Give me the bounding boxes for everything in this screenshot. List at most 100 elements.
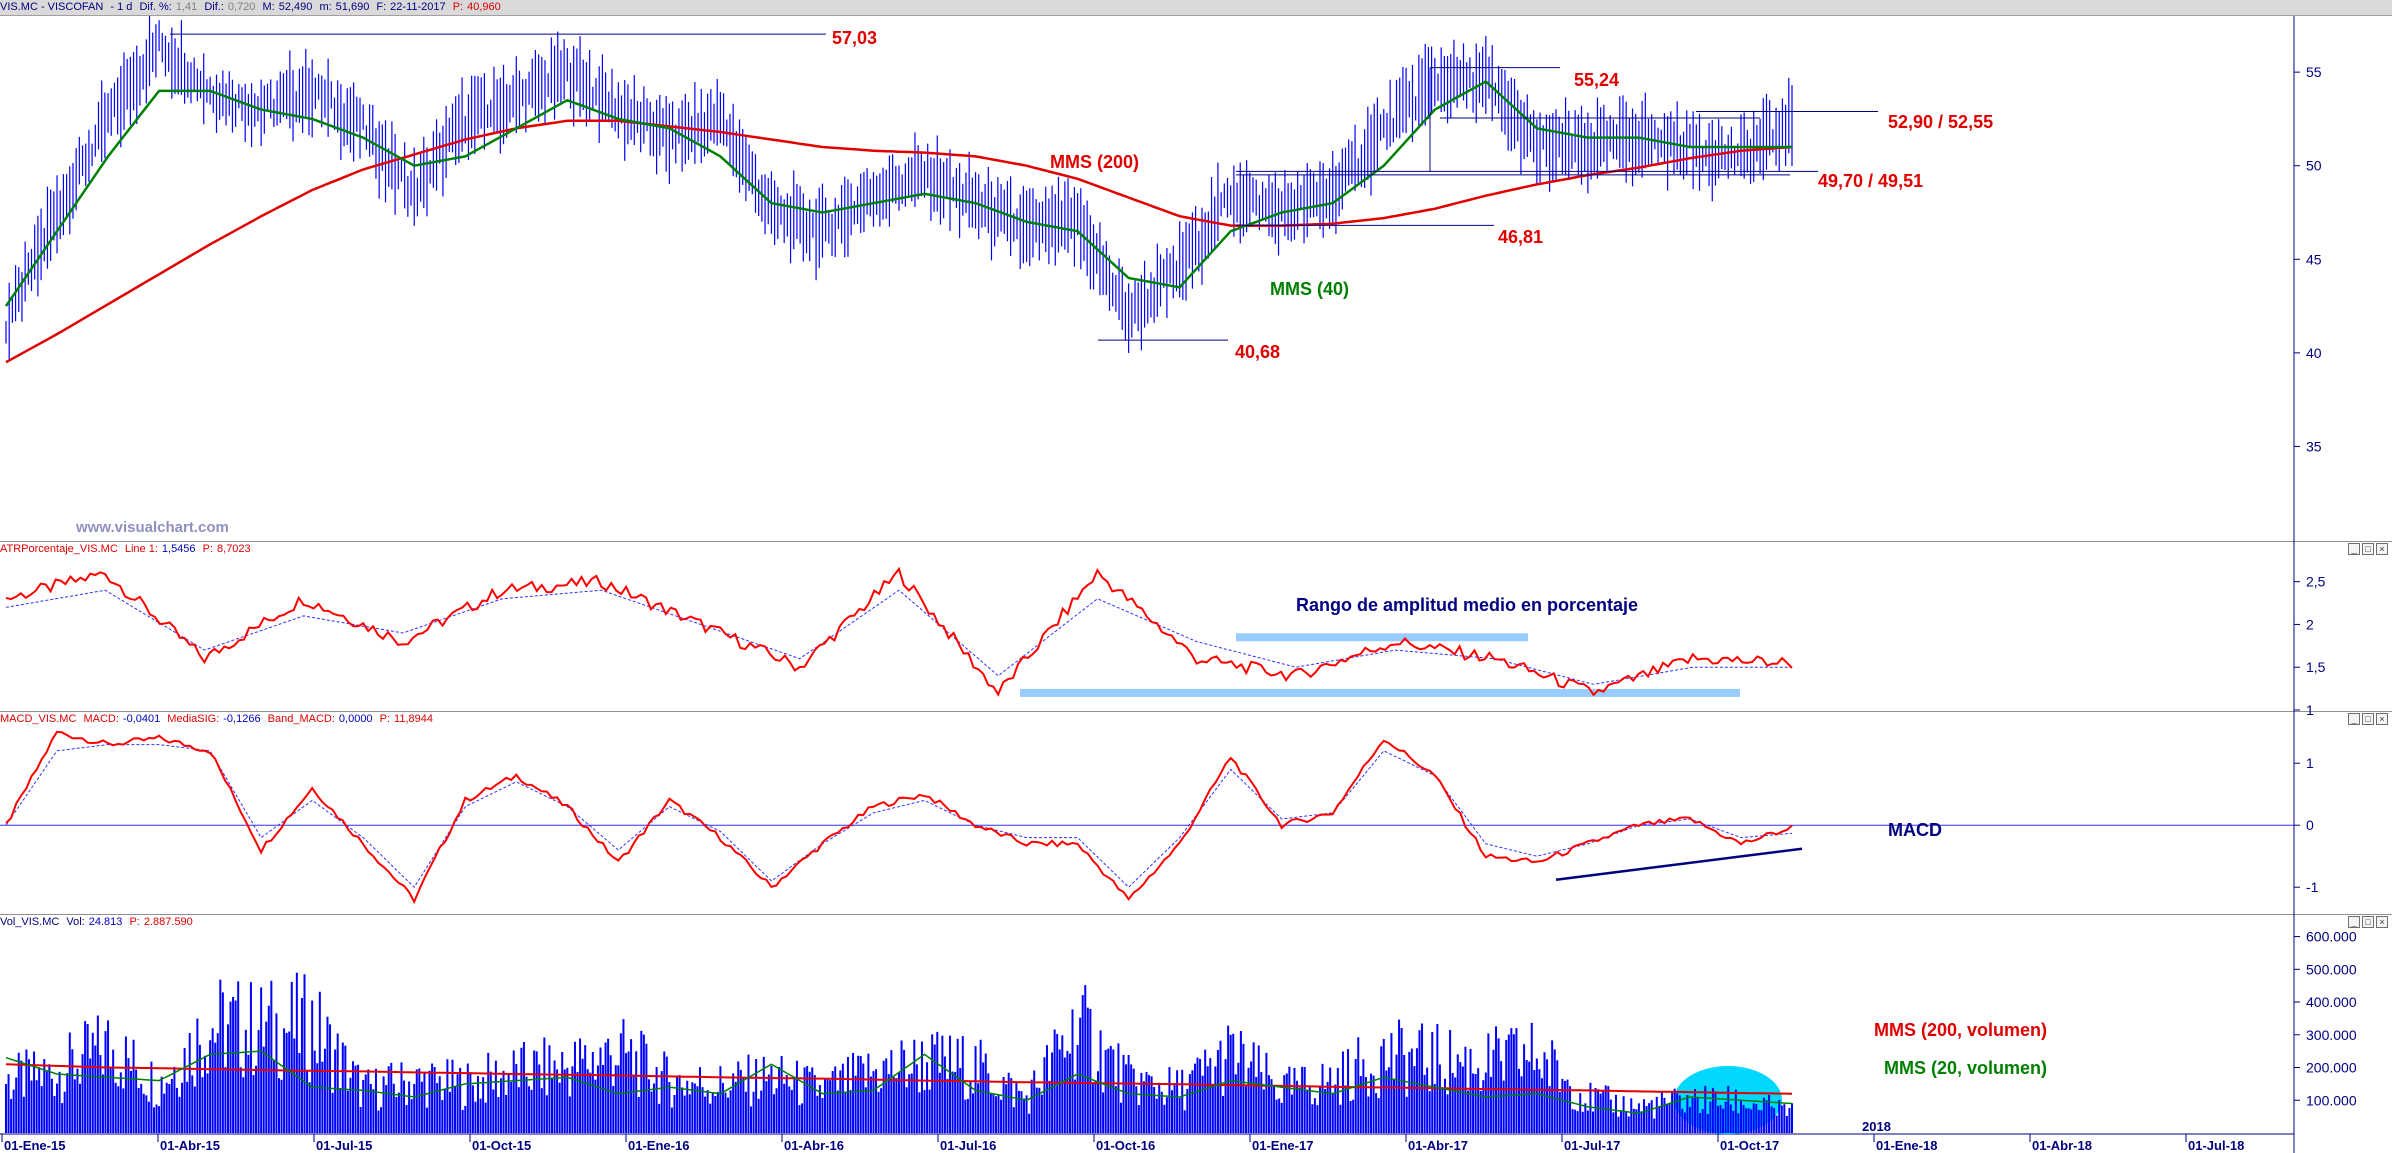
dif-pct-label: Dif. %:: [139, 1, 172, 13]
max-value: 52,490: [278, 1, 313, 13]
xtick-label: 01-Abr-18: [2032, 1138, 2092, 1153]
xtick-label: 01-Ene-15: [4, 1138, 65, 1153]
vol-panel-header: Vol_VIS.MC Vol: 24.813 P: 2.887.590 _ □ ×: [0, 914, 2392, 929]
macd-ytick-label: 0: [2306, 817, 2314, 833]
vol-p-value: 2.887.590: [143, 916, 193, 928]
macd-ytick-label: -1: [2306, 879, 2319, 895]
atr-line-value: 1,5456: [161, 543, 196, 555]
macd-note: MACD: [1888, 820, 1942, 840]
minimize-button[interactable]: _: [2348, 713, 2360, 725]
macd-ytick-label: 1: [2306, 755, 2314, 771]
period-label: - 1 d: [110, 1, 133, 13]
price-value: 40,960: [467, 1, 501, 13]
atr-signal-line: [5, 589, 1792, 685]
macd-band-value: 0,0000: [338, 713, 373, 725]
xtick-label: 01-Abr-15: [160, 1138, 220, 1153]
mms40-label: MMS (40): [1270, 279, 1349, 299]
xtick-label: 01-Abr-16: [784, 1138, 844, 1153]
mms200-label: MMS (200): [1050, 152, 1139, 172]
watermark: www.visualchart.com: [75, 519, 229, 536]
atr-ytick-label: 2: [2306, 616, 2314, 632]
volume-panel: 100.000 200.000 300.000 400.000 500.000 600.0…: [5, 929, 2357, 1134]
support-4681-label: 46,81: [1498, 227, 1543, 247]
volume-ytick-label: 100.000: [2306, 1092, 2357, 1108]
date-label: F:: [376, 1, 387, 13]
vol-value: 24.813: [88, 916, 123, 928]
price-ytick-label: 50: [2306, 158, 2322, 174]
macd-line: [5, 730, 1793, 905]
xtick-label: 01-Oct-16: [1096, 1138, 1155, 1153]
volume-ytick-label: 500.000: [2306, 961, 2357, 977]
resistance-5703-label: 57,03: [832, 28, 877, 48]
atr-line: [5, 566, 1793, 697]
volume-ytick-label: 400.000: [2306, 994, 2357, 1010]
year-2018-label: 2018: [1862, 1119, 1891, 1134]
macd-trendline: [1555, 847, 1803, 882]
xtick-label: 01-Ene-18: [1876, 1138, 1937, 1153]
atr-line-label: Line 1:: [124, 543, 158, 555]
maximize-button[interactable]: □: [2362, 543, 2374, 555]
chart-header: VIS.MC - VISCOFAN - 1 d Dif. %: 1,41 Dif.…: [0, 0, 2392, 16]
volume-ytick-label: 200.000: [2306, 1060, 2357, 1076]
macd-p-label: P:: [379, 713, 391, 725]
support-4068-label: 40,68: [1235, 342, 1280, 362]
x-axis-ticks: 01-Ene-15 01-Abr-15 01-Jul-15 01-Oct-15 01-E…: [1, 1134, 2244, 1153]
volume-mms200-line: [5, 1063, 1793, 1095]
symbol-label: VIS.MC - VISCOFAN: [0, 1, 104, 13]
atr-ytick-label: 1: [2306, 702, 2314, 718]
vol-label: Vol:: [66, 916, 85, 928]
macd-label: MACD:: [83, 713, 119, 725]
price-label: P:: [452, 1, 464, 13]
atr-ytick-label: 2,5: [2306, 574, 2326, 590]
xtick-label: 01-Ene-17: [1252, 1138, 1313, 1153]
macd-p-value: 11,8944: [394, 713, 433, 725]
minimize-button[interactable]: _: [2348, 543, 2360, 555]
min-label: m:: [319, 1, 332, 13]
price-ytick-label: 55: [2306, 64, 2322, 80]
xtick-label: 01-Ene-16: [628, 1138, 689, 1153]
xtick-label: 01-Abr-17: [1408, 1138, 1468, 1153]
volume-mms20-line: [5, 1050, 1793, 1115]
minimize-button[interactable]: _: [2348, 916, 2360, 928]
vol-mms20-label: MMS (20, volumen): [1884, 1058, 2047, 1078]
price-ytick-label: 45: [2306, 251, 2322, 267]
price-panel: 35 40 45 50 55: [4, 16, 2322, 454]
macd-value: -0,0401: [122, 713, 161, 725]
xtick-label: 01-Oct-17: [1720, 1138, 1779, 1153]
resistance-5290-label: 52,90 / 52,55: [1888, 112, 1993, 132]
vol-title: Vol_VIS.MC: [0, 916, 60, 928]
date-value: 22-11-2017: [390, 1, 446, 13]
macd-title: MACD_VIS.MC: [0, 713, 77, 725]
xtick-label: 01-Jul-15: [316, 1138, 372, 1153]
close-button[interactable]: ×: [2376, 713, 2388, 725]
dif-pct-value: 1,41: [175, 1, 198, 13]
macd-band-label: Band_MACD:: [267, 713, 335, 725]
atr-ytick-label: 1,5: [2306, 659, 2326, 675]
xtick-label: 01-Jul-16: [940, 1138, 996, 1153]
price-ytick-label: 40: [2306, 345, 2322, 361]
macd-panel: -1 0 1: [0, 730, 2319, 905]
vol-mms200-label: MMS (200, volumen): [1874, 1020, 2047, 1040]
maximize-button[interactable]: □: [2362, 713, 2374, 725]
dif-label: Dif.:: [204, 1, 224, 13]
close-button[interactable]: ×: [2376, 916, 2388, 928]
atr-note: Rango de amplitud medio en porcentaje: [1296, 595, 1638, 615]
macd-signal-line: [5, 744, 1793, 888]
volume-ytick-label: 600.000: [2306, 929, 2357, 945]
atr-title: ATRPorcentaje_VIS.MC: [0, 543, 118, 555]
macd-sig-value: -0,1266: [223, 713, 261, 725]
maximize-button[interactable]: □: [2362, 916, 2374, 928]
atr-highlight-band: [1020, 688, 1740, 697]
close-button[interactable]: ×: [2376, 543, 2388, 555]
atr-panel-header: ATRPorcentaje_VIS.MC Line 1: 1,5456 P: 8,7…: [0, 541, 2392, 556]
dif-value: 0,720: [227, 1, 256, 13]
support-4970-label: 49,70 / 49,51: [1818, 171, 1923, 191]
max-label: M:: [262, 1, 275, 13]
macd-sig-label: MediaSIG:: [167, 713, 220, 725]
min-value: 51,690: [335, 1, 370, 13]
macd-panel-header: MACD_VIS.MC MACD: -0,0401 MediaSIG: -0,126…: [0, 711, 2392, 726]
mms40-line: [4, 79, 1792, 307]
resistance-5524-label: 55,24: [1574, 70, 1619, 90]
price-ytick-label: 35: [2306, 438, 2322, 454]
